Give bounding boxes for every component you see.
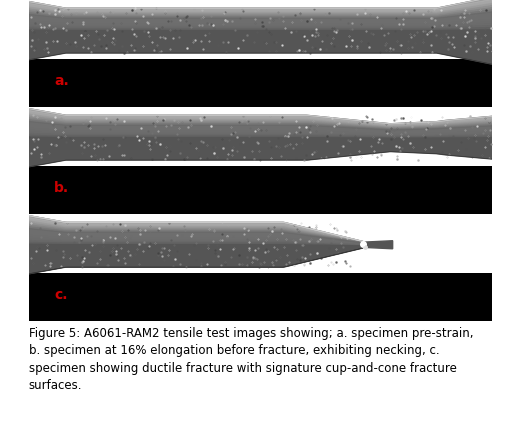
Polygon shape bbox=[29, 216, 363, 274]
Polygon shape bbox=[29, 110, 492, 132]
Polygon shape bbox=[29, 217, 363, 243]
Polygon shape bbox=[29, 117, 492, 135]
Polygon shape bbox=[29, 116, 492, 134]
Polygon shape bbox=[29, 219, 363, 243]
Polygon shape bbox=[29, 109, 492, 167]
Bar bbox=[29, 273, 492, 321]
Polygon shape bbox=[365, 241, 393, 249]
Polygon shape bbox=[29, 121, 492, 137]
Polygon shape bbox=[29, 109, 492, 131]
Polygon shape bbox=[29, 227, 363, 244]
Polygon shape bbox=[29, 112, 492, 132]
Text: b.: b. bbox=[54, 181, 69, 194]
Text: c.: c. bbox=[54, 288, 68, 302]
Polygon shape bbox=[29, 228, 363, 245]
Polygon shape bbox=[29, 114, 492, 133]
Bar bbox=[29, 59, 492, 107]
Bar bbox=[29, 166, 492, 214]
Polygon shape bbox=[29, 0, 492, 64]
Polygon shape bbox=[29, 225, 363, 244]
Polygon shape bbox=[29, 0, 492, 21]
Polygon shape bbox=[29, 120, 492, 136]
Polygon shape bbox=[29, 223, 363, 244]
Polygon shape bbox=[29, 216, 363, 243]
Polygon shape bbox=[29, 12, 492, 29]
Polygon shape bbox=[29, 221, 363, 244]
Text: Figure 5: A6061-RAM2 tensile test images showing; a. specimen pre-strain,
b. spe: Figure 5: A6061-RAM2 tensile test images… bbox=[29, 326, 473, 392]
Polygon shape bbox=[29, 4, 492, 24]
Polygon shape bbox=[29, 7, 492, 26]
Text: a.: a. bbox=[54, 73, 69, 88]
Polygon shape bbox=[29, 10, 492, 28]
Polygon shape bbox=[29, 5, 492, 25]
Polygon shape bbox=[29, 0, 492, 19]
Polygon shape bbox=[29, 1, 492, 22]
